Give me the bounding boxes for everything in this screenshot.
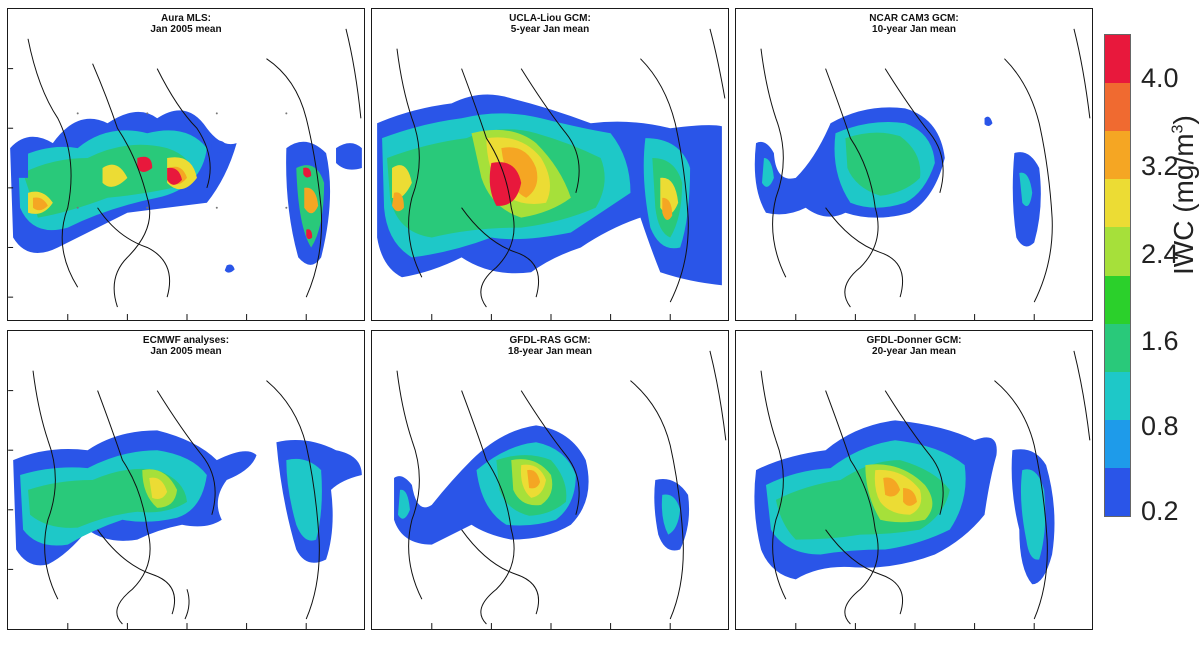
axis-ticks bbox=[431, 314, 671, 320]
axis-ticks bbox=[795, 623, 1035, 629]
panel-title: NCAR CAM3 GCM: 10-year Jan mean bbox=[869, 13, 959, 35]
axis-ticks bbox=[8, 68, 307, 320]
colorbar-segment bbox=[1105, 83, 1130, 132]
panel-title: GFDL-RAS GCM: 18-year Jan mean bbox=[508, 335, 592, 357]
panel-title: GFDL-Donner GCM: 20-year Jan mean bbox=[866, 335, 962, 357]
map-panel-gfdl-ras: GFDL-RAS GCM: 18-year Jan mean bbox=[371, 330, 729, 630]
map-panel-ecmwf: ECMWF analyses: Jan 2005 mean bbox=[7, 330, 365, 630]
coastline bbox=[27, 28, 362, 308]
colorbar-segment bbox=[1105, 323, 1130, 373]
colorbar-segment bbox=[1105, 419, 1130, 469]
iwc-map bbox=[754, 28, 1091, 320]
ice-water-content-contours bbox=[754, 107, 1041, 247]
ice-water-content-contours bbox=[10, 110, 362, 273]
colorbar-segment bbox=[1105, 467, 1130, 517]
colorbar-tick-label: 0.8 bbox=[1141, 411, 1179, 441]
ice-water-content-contours bbox=[754, 420, 1055, 585]
coastline bbox=[396, 28, 726, 308]
colorbar-tick-label: 3.2 bbox=[1141, 151, 1179, 181]
colorbar-segment bbox=[1105, 227, 1130, 276]
colorbar-tick-label: 1.6 bbox=[1141, 326, 1179, 356]
coastline bbox=[396, 350, 727, 625]
map-panel-gfdl-donner: GFDL-Donner GCM: 20-year Jan mean bbox=[735, 330, 1093, 630]
panel-title: Aura MLS: Jan 2005 mean bbox=[150, 13, 222, 35]
axis-ticks bbox=[8, 390, 307, 629]
map-panel-ucla-liou: UCLA-Liou GCM: 5-year Jan mean bbox=[371, 8, 729, 321]
map-panel-ncar-cam3: NCAR CAM3 GCM: 10-year Jan mean bbox=[735, 8, 1093, 321]
ice-water-content-contours bbox=[13, 430, 362, 566]
iwc-map bbox=[394, 350, 727, 629]
iwc-map bbox=[377, 28, 726, 320]
colorbar-tick-label: 2.4 bbox=[1141, 239, 1179, 269]
colorbar-unit-label: IWC (mg/m3) bbox=[1168, 115, 1199, 275]
colorbar-segment bbox=[1105, 35, 1130, 84]
coastline bbox=[760, 28, 1091, 308]
colorbar bbox=[1104, 34, 1131, 517]
map-panel-aura-mls: Aura MLS: Jan 2005 mean bbox=[7, 8, 365, 321]
ice-water-content-contours bbox=[394, 425, 690, 551]
iwc-map bbox=[8, 28, 362, 320]
colorbar-segment bbox=[1105, 275, 1130, 325]
colorbar-segment bbox=[1105, 179, 1130, 228]
axis-ticks bbox=[795, 314, 1035, 320]
coastline bbox=[32, 370, 320, 625]
panel-title: ECMWF analyses: Jan 2005 mean bbox=[142, 335, 230, 357]
iwc-map bbox=[754, 350, 1091, 629]
lat-gridline-dots bbox=[76, 112, 288, 209]
panel-title: UCLA-Liou GCM: 5-year Jan mean bbox=[509, 13, 591, 35]
colorbar-segment bbox=[1105, 131, 1130, 180]
coastline bbox=[760, 350, 1091, 625]
colorbar-tick-label: 0.2 bbox=[1141, 496, 1179, 526]
axis-ticks bbox=[431, 623, 671, 629]
ice-water-content-contours bbox=[377, 94, 722, 286]
colorbar-segment bbox=[1105, 371, 1130, 421]
colorbar-tick-label: 4.0 bbox=[1141, 63, 1179, 93]
iwc-map bbox=[8, 370, 362, 629]
